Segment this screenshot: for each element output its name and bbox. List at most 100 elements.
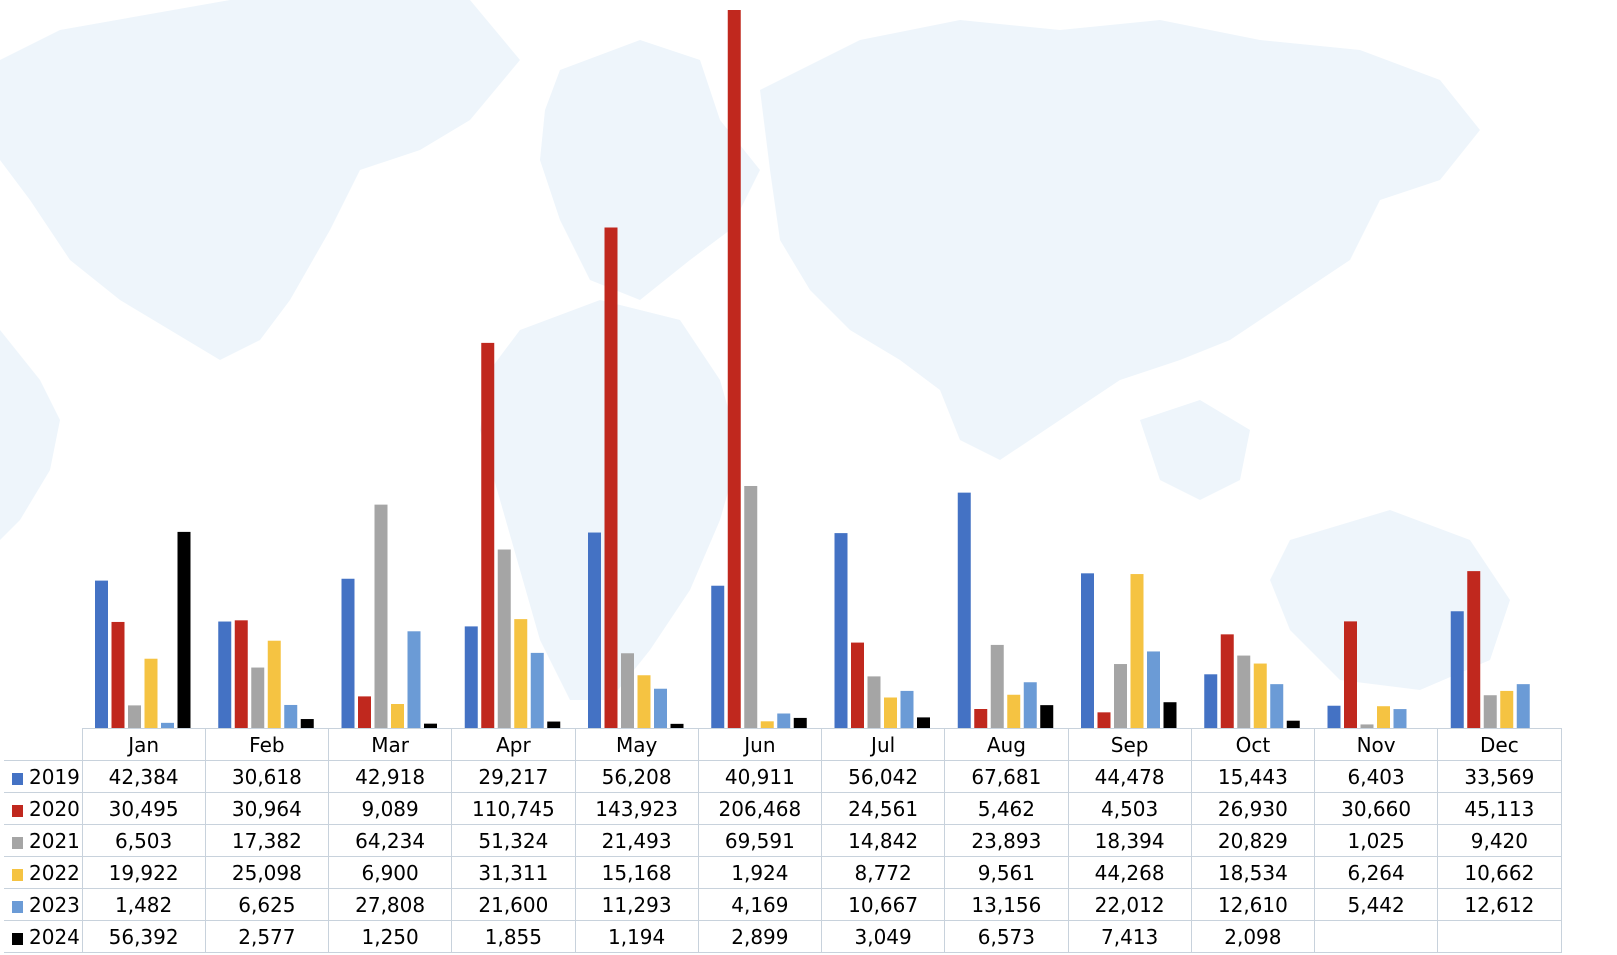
bar-2024-Sep: [1163, 702, 1177, 728]
series-name: 2019: [29, 764, 80, 789]
legend-swatch: [12, 836, 23, 849]
bar-2020-Mar: [358, 696, 371, 728]
data-cell: 44,268: [1067, 856, 1192, 889]
data-cell: 5,462: [944, 792, 1069, 825]
bar-2023-Jun: [777, 713, 791, 728]
table-header-row: Jan Feb Mar Apr May Jun Jul Aug Sep Oct Nov Dec: [4, 728, 1562, 761]
data-cell: 56,392: [81, 920, 206, 953]
series-name: 2023: [29, 892, 80, 917]
data-cell: 3,049: [820, 920, 946, 953]
data-cell: 1,924: [697, 856, 823, 889]
table-row: 2021 6,503 17,382 64,234 51,324 21,493 69,591 1…: [4, 824, 1562, 857]
data-cell: 33,569: [1437, 760, 1562, 793]
bar-2020-Dec: [1467, 571, 1481, 728]
table-row: 2022 19,922 25,098 6,900 31,311 15,168 1,924 8,…: [4, 856, 1562, 889]
data-cell: 19,922: [81, 856, 206, 889]
data-cell: 5,442: [1313, 888, 1439, 921]
data-cell: 23,893: [944, 824, 1069, 857]
data-cell: 15,168: [574, 856, 699, 889]
bar-2024-Feb: [300, 719, 314, 728]
bar-2024-Jul: [917, 717, 930, 728]
legend-swatch: [12, 900, 23, 913]
data-cell: 143,923: [574, 792, 699, 825]
data-cell: 10,667: [820, 888, 946, 921]
bar-2024-May: [670, 723, 684, 728]
bar-2022-Feb: [267, 640, 281, 728]
bar-2019-May: [588, 532, 601, 728]
data-cell: 6,573: [944, 920, 1069, 953]
data-cell: 9,089: [327, 792, 453, 825]
data-cell: 4,169: [697, 888, 823, 921]
legend-swatch: [12, 932, 23, 945]
bar-2023-Apr: [530, 652, 544, 728]
category-label: Jan: [81, 728, 206, 761]
bar-2022-Apr: [514, 619, 528, 728]
bar-2023-Nov: [1393, 709, 1407, 728]
data-cell: 2,098: [1190, 920, 1316, 953]
bar-2021-Apr: [497, 549, 511, 728]
data-cell: 6,503: [81, 824, 206, 857]
data-cell: 64,234: [327, 824, 453, 857]
bar-2022-Jun: [760, 721, 774, 728]
bar-2019-Nov: [1327, 705, 1341, 728]
data-cell: 1,250: [327, 920, 453, 953]
bar-2023-Jul: [900, 690, 914, 728]
bar-2021-Sep: [1114, 664, 1127, 728]
data-cell: 13,156: [944, 888, 1069, 921]
data-cell: 56,208: [574, 760, 699, 793]
bar-2020-Nov: [1344, 621, 1357, 728]
data-cell: 30,618: [204, 760, 330, 793]
bar-2019-Dec: [1450, 611, 1464, 728]
data-cell: 29,217: [451, 760, 576, 793]
data-cell: 9,561: [944, 856, 1069, 889]
category-label: Feb: [204, 728, 330, 761]
data-cell: 18,394: [1067, 824, 1192, 857]
bar-2024-Mar: [424, 723, 437, 728]
bar-2020-Aug: [974, 709, 988, 728]
table-row: 2019 42,384 30,618 42,918 29,217 56,208 40,911…: [4, 760, 1562, 793]
data-cell: 45,113: [1437, 792, 1562, 825]
data-cell: 14,842: [820, 824, 946, 857]
table-row: 2024 56,392 2,577 1,250 1,855 1,194 2,899 3,049…: [4, 920, 1562, 953]
bar-2023-Jan: [161, 722, 174, 728]
legend-entry: 2019: [4, 760, 83, 793]
data-cell: 24,561: [820, 792, 946, 825]
data-cell: 2,899: [697, 920, 823, 953]
data-cell: 69,591: [697, 824, 823, 857]
bar-chart: [95, 10, 1530, 728]
data-cell: 7,413: [1067, 920, 1192, 953]
bar-2020-Apr: [481, 342, 495, 728]
data-cell: 110,745: [451, 792, 576, 825]
bar-2022-Jan: [144, 658, 158, 728]
data-cell: 12,610: [1190, 888, 1316, 921]
category-label: Jun: [697, 728, 823, 761]
legend-entry: 2021: [4, 824, 83, 857]
data-cell: 22,012: [1067, 888, 1192, 921]
category-label: Sep: [1067, 728, 1192, 761]
category-label: Dec: [1437, 728, 1562, 761]
legend-swatch: [12, 868, 23, 881]
data-cell: 6,900: [327, 856, 453, 889]
bar-2022-Oct: [1253, 663, 1267, 728]
data-cell: 30,495: [81, 792, 206, 825]
bar-2023-Feb: [284, 704, 298, 728]
bar-2020-May: [604, 227, 618, 728]
bar-2020-Jan: [111, 621, 125, 728]
bar-2024-Apr: [547, 721, 561, 728]
bar-2019-Aug: [957, 492, 971, 728]
bar-2022-Sep: [1130, 574, 1144, 728]
bar-2024-Aug: [1040, 705, 1054, 728]
bar-2020-Oct: [1220, 634, 1234, 728]
bar-2019-Jan: [95, 580, 108, 728]
data-cell: 30,660: [1313, 792, 1439, 825]
category-label: Mar: [327, 728, 453, 761]
bar-2022-Mar: [391, 704, 404, 728]
table-corner: [4, 729, 82, 761]
bar-2020-Feb: [234, 620, 248, 728]
bar-2022-Dec: [1500, 690, 1514, 728]
bar-2019-Jul: [834, 533, 848, 728]
bar-2019-Apr: [464, 626, 478, 728]
data-cell: 30,964: [204, 792, 330, 825]
table-row: 2023 1,482 6,625 27,808 21,600 11,293 4,169 10,…: [4, 888, 1562, 921]
data-cell: 2,577: [204, 920, 330, 953]
